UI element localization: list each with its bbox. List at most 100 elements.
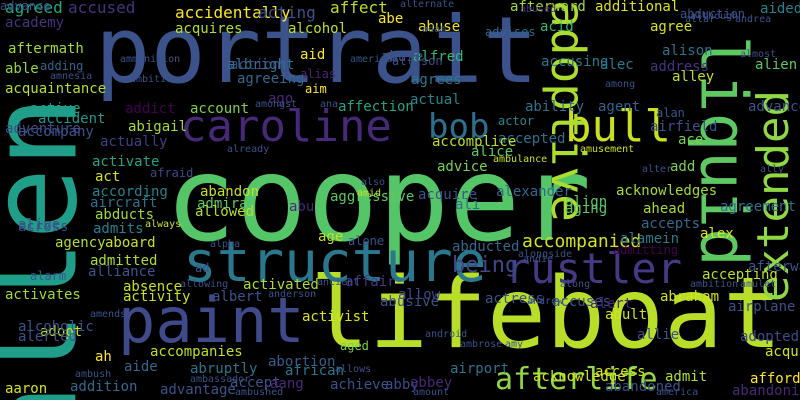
cloud-word: airfield: [650, 119, 718, 135]
cloud-word: airplane: [728, 299, 796, 315]
cloud-word: ambush: [75, 369, 112, 380]
cloud-word: alerted: [18, 329, 78, 345]
cloud-word: agreement: [720, 199, 796, 215]
cloud-word: abigail: [128, 119, 188, 135]
cloud-word: accidentally: [175, 3, 291, 22]
cloud-word: aging: [565, 201, 608, 217]
cloud-word: african: [285, 363, 345, 379]
cloud-word: airport: [450, 361, 510, 377]
cloud-word: abruptly: [190, 361, 258, 377]
cloud-word: accompany: [18, 124, 94, 140]
cloud-word: admiral: [197, 196, 257, 212]
cloud-word: abbey: [410, 375, 453, 391]
cloud-word: ancient: [317, 277, 360, 288]
cloud-word: accompanies: [150, 344, 243, 360]
cloud-word: age: [318, 229, 344, 245]
cloud-word: alice: [471, 144, 514, 160]
cloud-word: alec: [600, 57, 634, 73]
cloud-word: afterlife: [495, 362, 658, 397]
cloud-word: adopt: [40, 324, 83, 340]
cloud-word: access: [595, 364, 646, 380]
cloud-word: affair: [345, 274, 396, 290]
cloud-word: andrew: [527, 296, 564, 307]
cloud-word: aide: [124, 359, 158, 375]
cloud-word: abe: [378, 11, 404, 27]
cloud-word: andrea: [735, 14, 772, 25]
cloud-word: ace: [678, 132, 704, 148]
cloud-word: adopted: [740, 329, 800, 345]
cloud-word: alternate: [400, 0, 455, 10]
cloud-word: actor: [498, 114, 535, 128]
cloud-word: allow: [398, 287, 441, 303]
cloud-word: ali: [455, 197, 481, 213]
cloud-word: alcoholic: [18, 319, 94, 335]
cloud-word: alpha: [210, 239, 241, 250]
cloud-word: structure: [183, 230, 487, 295]
cloud-word: aided: [760, 1, 800, 17]
cloud-word: aim: [305, 82, 327, 96]
cloud-word: abortion: [268, 354, 336, 370]
cloud-word: abducted: [452, 239, 520, 255]
cloud-word: bob: [428, 107, 490, 147]
cloud-word: affection: [338, 99, 414, 115]
cloud-word: amid: [357, 188, 382, 199]
cloud-word: affect: [330, 0, 388, 17]
cloud-word: adam: [422, 24, 447, 35]
cloud-word: admits: [93, 221, 144, 237]
cloud-word: anderson: [268, 289, 317, 300]
cloud-word: afford: [750, 371, 800, 387]
cloud-word: acquires: [175, 21, 243, 37]
cloud-word: alive: [18, 217, 61, 233]
cloud-word: abused: [520, 4, 557, 15]
cloud-word: portrait: [95, 0, 539, 104]
cloud-word: acquired: [765, 344, 800, 360]
cloud-word: admitted: [90, 253, 158, 269]
cloud-word: abuse: [418, 19, 461, 35]
cloud-word: add: [670, 159, 696, 175]
cloud-word: abduction: [680, 7, 746, 21]
cloud-word: act: [95, 169, 121, 185]
cloud-word: actual: [410, 92, 461, 108]
cloud-word: abby: [385, 377, 419, 393]
cloud-word: alex: [700, 226, 734, 242]
cloud-word: acquire: [418, 187, 478, 203]
cloud-word: accident: [38, 111, 106, 127]
cloud-word: amusement: [580, 144, 635, 155]
cloud-word: able: [5, 61, 39, 77]
cloud-word: acid: [540, 19, 574, 35]
cloud-word: adventure: [5, 121, 81, 137]
cloud-word: alone: [348, 234, 385, 248]
cloud-word: android: [425, 329, 468, 340]
cloud-word: ana: [320, 99, 339, 110]
cloud-word: agrees: [411, 72, 462, 88]
cloud-word: according: [92, 184, 168, 200]
cloud-word: allowed: [195, 204, 255, 220]
cloud-word: abandon: [200, 184, 260, 200]
cloud-word: ambushed: [235, 387, 284, 398]
cloud-word: accepts: [641, 216, 701, 232]
cloud-word: admit: [665, 369, 708, 385]
cloud-word: aang: [270, 376, 304, 392]
cloud-word: agreeing: [237, 71, 305, 87]
cloud-word: agree: [650, 19, 693, 35]
cloud-word: allows: [335, 364, 372, 375]
cloud-word: alien: [755, 57, 798, 73]
cloud-word: lifeboat: [310, 257, 783, 371]
cloud-word: amnesia: [50, 71, 93, 82]
cloud-word: aggressive: [330, 189, 415, 205]
cloud-word: already: [227, 144, 270, 155]
cloud-word: bull: [565, 101, 671, 152]
cloud-word: along: [560, 279, 591, 290]
cloud-word: albright: [227, 57, 295, 73]
cloud-word: alarm: [30, 269, 67, 283]
cloud-word: alan: [656, 106, 685, 120]
cloud-word: abuse: [381, 49, 424, 65]
cloud-word: abraham: [660, 289, 720, 305]
cloud-word: ambassador: [190, 374, 251, 385]
cloud-word: altar: [685, 14, 716, 25]
cloud-word: allie: [637, 327, 680, 343]
cloud-word: agent: [598, 99, 641, 115]
cloud-word: accepting: [702, 267, 778, 283]
cloud-word: advantage: [160, 382, 236, 398]
cloud-word: achieve: [330, 377, 390, 393]
